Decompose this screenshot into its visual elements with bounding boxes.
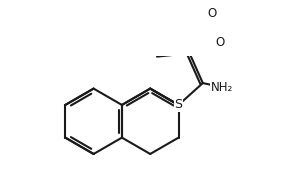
Text: S: S — [175, 98, 182, 111]
Text: O: O — [208, 7, 217, 20]
Text: NH₂: NH₂ — [211, 81, 233, 94]
Text: O: O — [215, 36, 225, 49]
